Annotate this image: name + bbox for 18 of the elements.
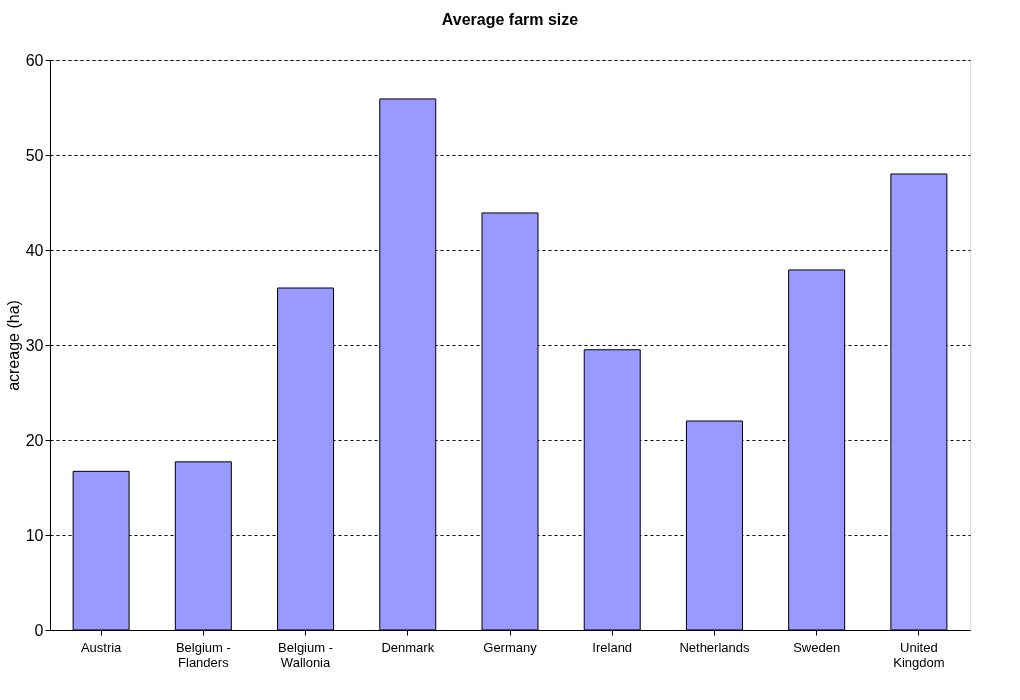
y-tick-label: 0 [34,621,44,639]
y-tick-label: 40 [25,241,44,259]
x-tick-label: Austria [80,639,123,655]
x-tick-label: Ireland [592,639,633,655]
x-tick-label: Sweden [793,639,841,655]
y-axis-title: acreage (ha) [4,300,22,391]
y-tick-label: 50 [25,146,44,164]
x-tick-label: Denmark [381,639,435,655]
x-tick-label: United Kingdom [893,639,945,670]
x-tick-label: Netherlands [679,639,750,655]
x-tick-label: Germany [483,639,538,655]
y-tick-label: 10 [25,526,44,544]
y-tick-label: 60 [25,51,44,69]
chart-title: Average farm size [441,11,579,28]
x-tick-label: Belgium - Wallonia [278,639,334,670]
x-tick-label: Belgium - Flanders [175,639,231,670]
y-tick-label: 20 [25,431,44,449]
y-tick-label: 30 [25,336,44,354]
